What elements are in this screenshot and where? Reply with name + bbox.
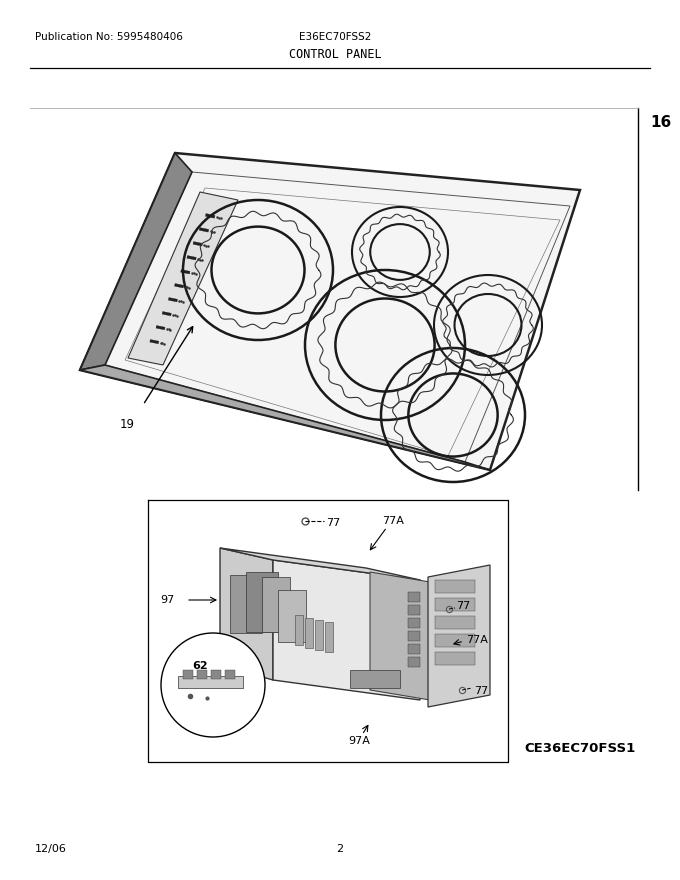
Bar — [295, 615, 303, 645]
Bar — [408, 644, 420, 654]
Bar — [350, 670, 400, 688]
Polygon shape — [162, 312, 171, 316]
Polygon shape — [128, 192, 238, 365]
Bar — [408, 618, 420, 628]
Polygon shape — [80, 153, 192, 370]
Bar — [325, 622, 333, 652]
Text: E36EC70FSS2: E36EC70FSS2 — [299, 32, 371, 42]
Text: 12/06: 12/06 — [35, 844, 67, 854]
Polygon shape — [370, 572, 430, 700]
Polygon shape — [205, 214, 215, 218]
Bar — [178, 676, 243, 688]
Bar — [408, 592, 420, 602]
Polygon shape — [262, 577, 290, 632]
Bar — [408, 605, 420, 615]
Bar — [435, 652, 475, 665]
Bar — [183, 670, 193, 679]
Text: 2: 2 — [337, 844, 343, 854]
Text: 19: 19 — [120, 418, 135, 431]
Polygon shape — [175, 283, 184, 288]
Bar — [408, 631, 420, 641]
Polygon shape — [187, 255, 197, 260]
Bar — [225, 670, 235, 679]
Polygon shape — [199, 228, 209, 232]
Text: 97: 97 — [160, 595, 174, 605]
Polygon shape — [193, 241, 203, 246]
Text: CE36EC70FSS1: CE36EC70FSS1 — [524, 742, 635, 755]
Polygon shape — [220, 548, 420, 580]
Text: 77A: 77A — [382, 516, 404, 526]
Circle shape — [161, 633, 265, 737]
Bar — [315, 620, 323, 650]
Polygon shape — [181, 269, 190, 274]
Text: Publication No: 5995480406: Publication No: 5995480406 — [35, 32, 183, 42]
Polygon shape — [273, 560, 420, 700]
Polygon shape — [169, 297, 177, 302]
Polygon shape — [80, 365, 490, 470]
Bar — [211, 670, 221, 679]
Bar — [435, 616, 475, 629]
Polygon shape — [220, 548, 273, 680]
Polygon shape — [428, 565, 490, 707]
Polygon shape — [156, 326, 165, 330]
Bar — [305, 618, 313, 648]
Text: 97A: 97A — [348, 736, 370, 746]
Bar — [435, 634, 475, 647]
Text: 77: 77 — [456, 601, 471, 611]
Bar — [197, 670, 207, 679]
Text: CONTROL PANEL: CONTROL PANEL — [289, 48, 381, 61]
Bar — [435, 580, 475, 593]
Polygon shape — [150, 340, 159, 344]
Text: 77: 77 — [326, 518, 340, 528]
Polygon shape — [278, 590, 306, 642]
Polygon shape — [230, 575, 262, 633]
Text: 62: 62 — [192, 661, 207, 671]
Polygon shape — [80, 153, 580, 470]
Polygon shape — [246, 572, 278, 632]
Bar — [435, 598, 475, 611]
Bar — [408, 657, 420, 667]
Text: 16: 16 — [650, 115, 671, 130]
Text: 77A: 77A — [466, 635, 488, 645]
Text: 77: 77 — [474, 686, 488, 696]
